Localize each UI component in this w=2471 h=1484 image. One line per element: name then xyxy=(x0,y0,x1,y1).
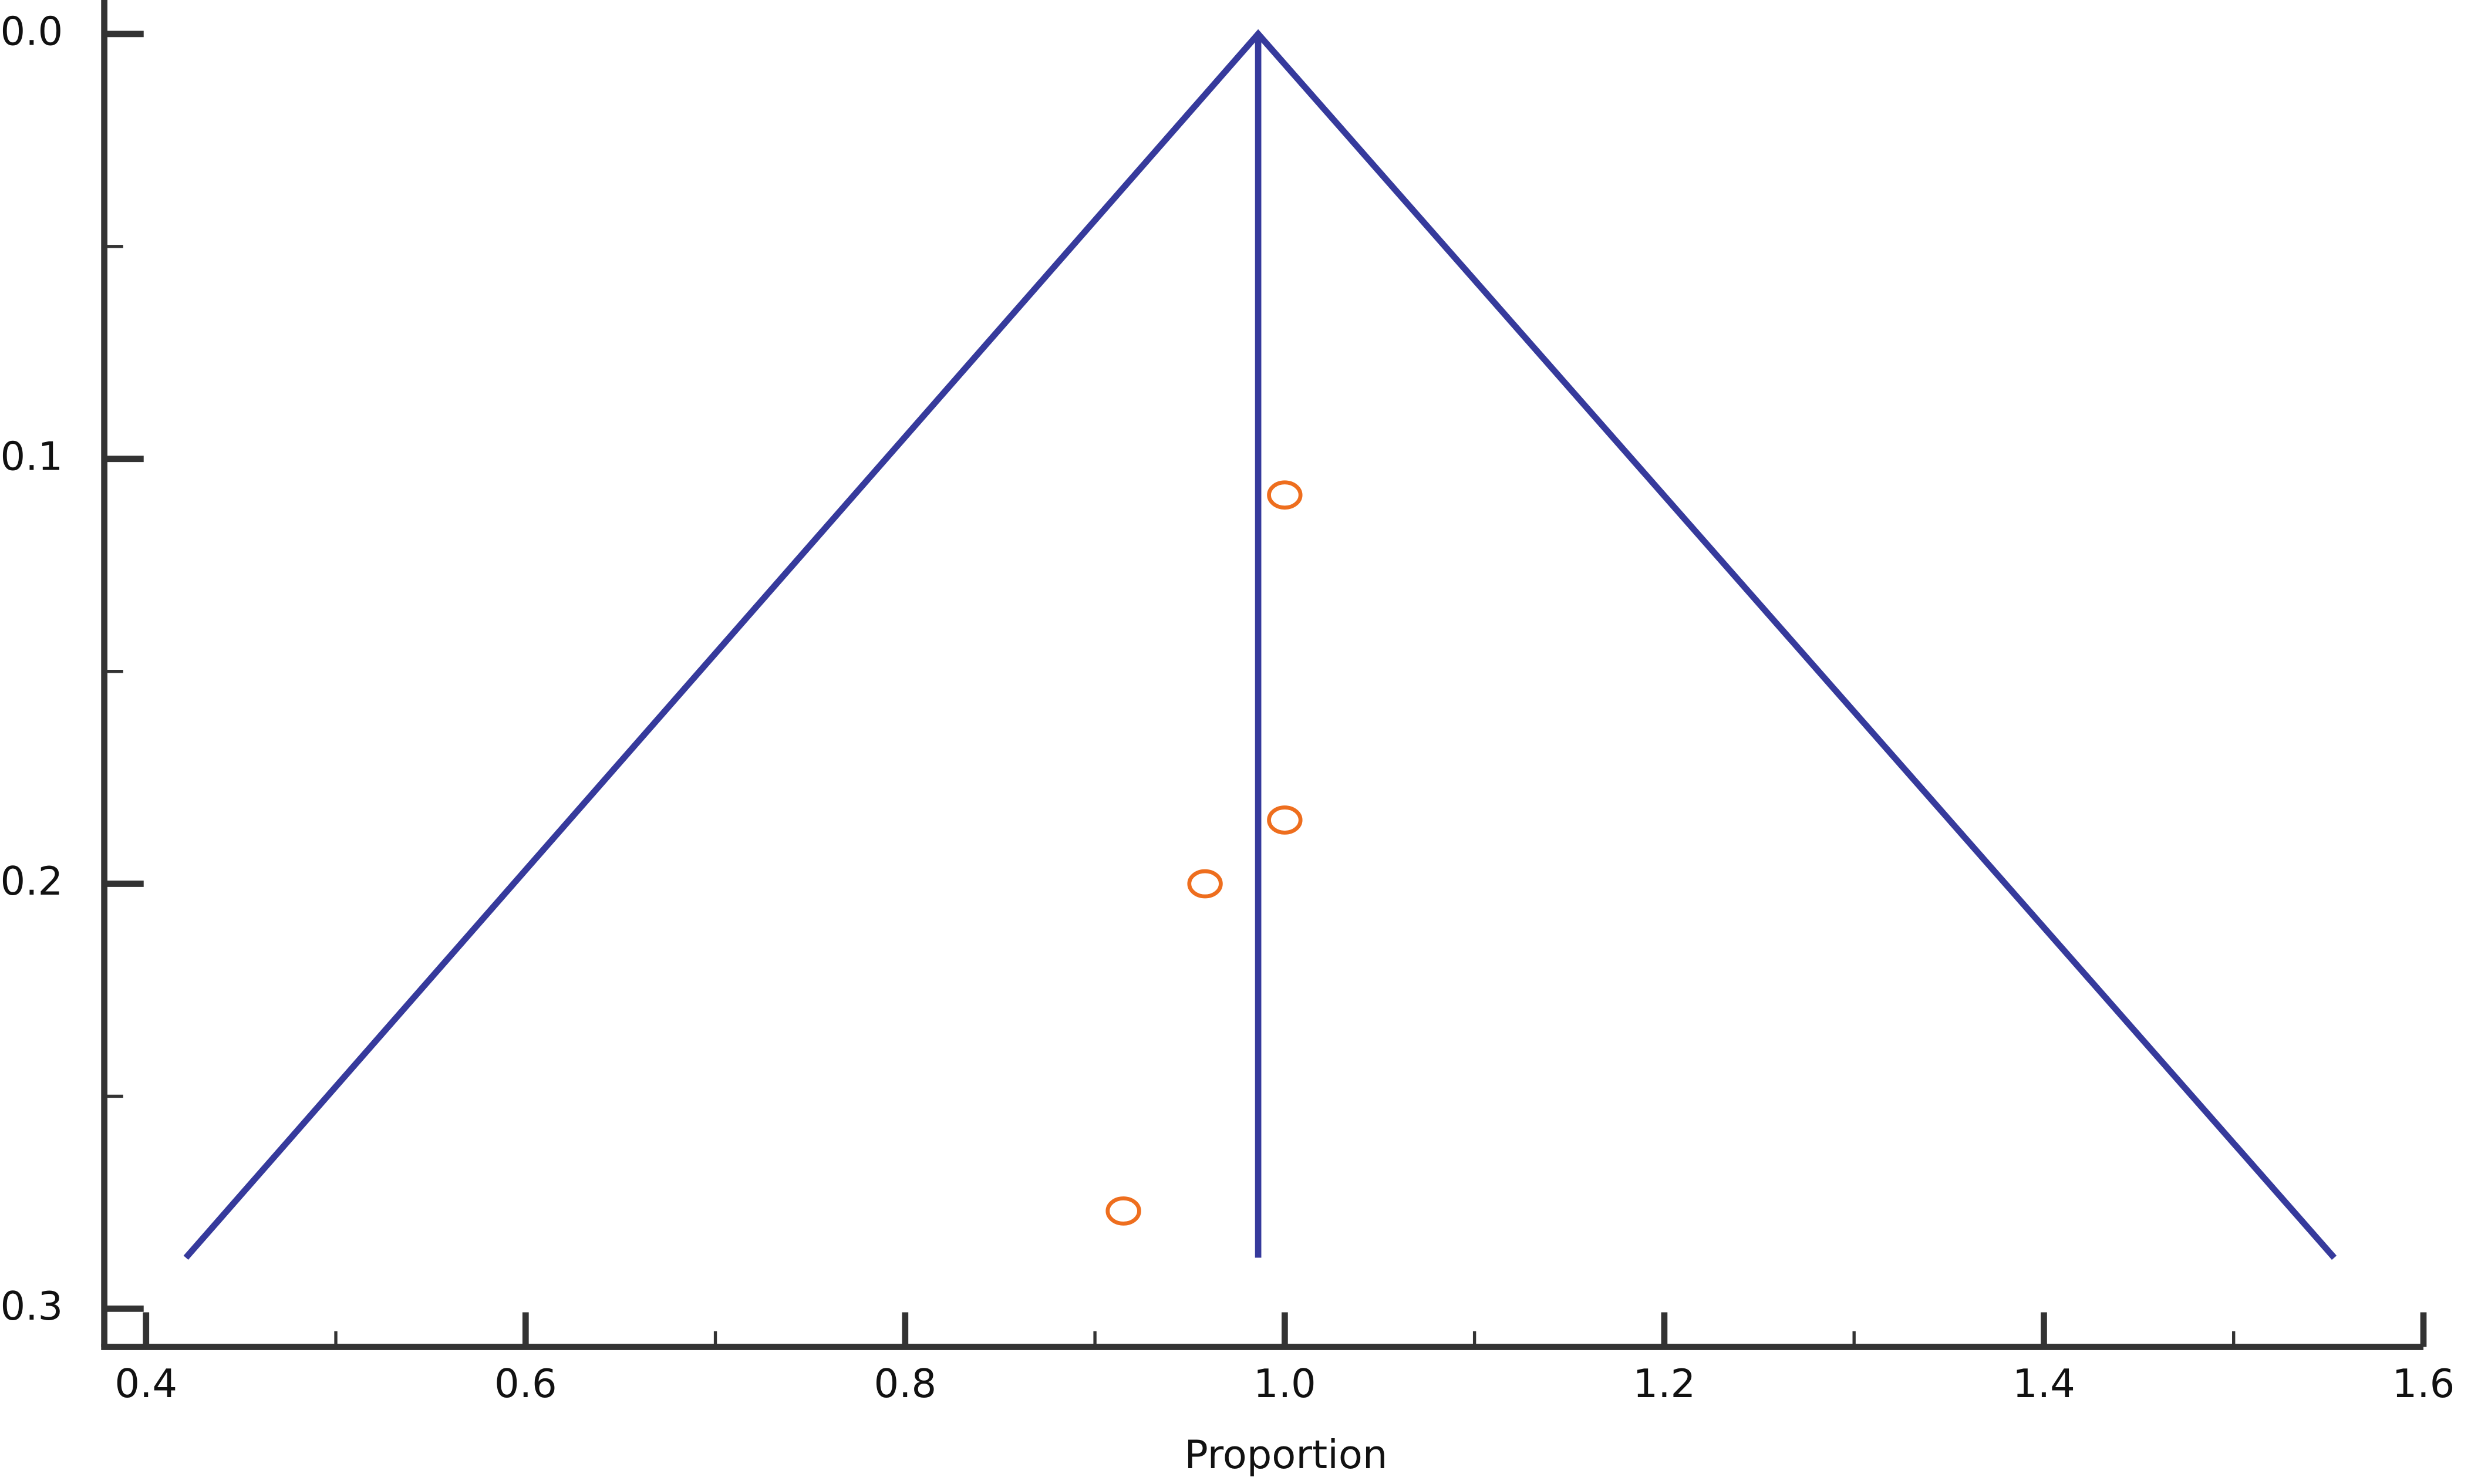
study-point xyxy=(1267,805,1303,835)
x-tick-label: 0.6 xyxy=(494,1361,557,1407)
study-point xyxy=(1267,480,1303,510)
y-tick-label: 0.1 xyxy=(1,433,63,479)
x-axis-label: Proportion xyxy=(1184,1432,1387,1478)
y-tick-label: 0.3 xyxy=(1,1283,63,1329)
x-tick-label: 1.2 xyxy=(1633,1361,1696,1407)
study-point xyxy=(1187,869,1223,899)
x-tick-label: 1.0 xyxy=(1253,1361,1316,1407)
x-tick-label: 0.8 xyxy=(874,1361,936,1407)
y-tick-label: 0.2 xyxy=(1,858,63,904)
y-tick-label: 0.0 xyxy=(1,8,63,54)
x-tick-label: 1.6 xyxy=(2392,1361,2455,1407)
study-point xyxy=(1105,1196,1141,1226)
x-tick-label: 0.4 xyxy=(114,1361,177,1407)
x-tick-label: 1.4 xyxy=(2012,1361,2075,1407)
